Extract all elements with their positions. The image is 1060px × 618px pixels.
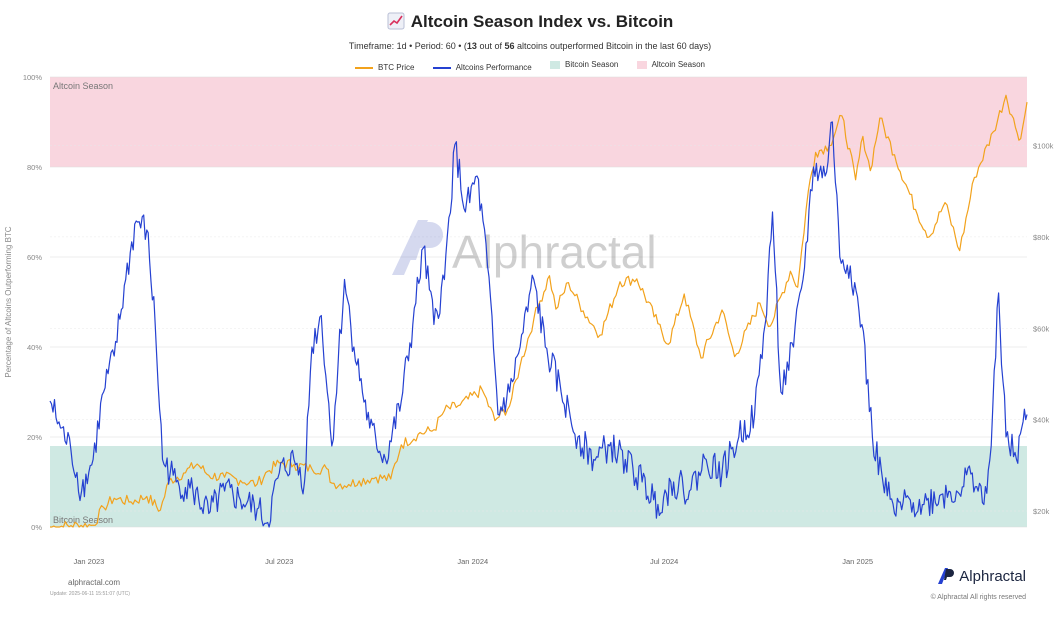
y-tick-left: 20% [27,433,42,442]
y-tick-left: 0% [31,523,42,532]
y-tick-left: 100% [23,73,43,82]
legend-swatch-btc [355,66,374,69]
y-tick-left: 80% [27,163,42,172]
watermark-text: Alphractal [452,226,657,278]
chart-title-text: Altcoin Season Index vs. Bitcoin [410,12,674,31]
footer-rights: © Alphractal All rights reserved [930,594,1026,601]
brand-name: Alphractal [959,567,1026,585]
band-label-altcoin-season: Altcoin Season [53,81,113,91]
subtitle-mid: out of [476,41,505,51]
band-altcoin-season [50,77,1027,167]
legend-item-btc-price[interactable]: BTC Price [355,63,414,72]
x-tick: Jan 2024 [457,557,488,566]
y-tick-left: 40% [27,343,42,352]
legend-label-bitcoin-season: Bitcoin Season [564,60,619,69]
legend-label-btc: BTC Price [378,63,415,72]
subtitle-total: 56 [504,41,515,51]
x-tick: Jan 2025 [842,557,873,566]
watermark-logo-shape [409,222,443,260]
chart-emoji-icon [387,12,405,30]
band-bitcoin-season [50,446,1027,527]
brand-logo: Alphractal [936,566,1026,586]
footer-update-time: Update: 2025-06-11 15:51:07 (UTC) [50,591,130,597]
footer-site[interactable]: alphractal.com [68,578,121,587]
subtitle-count: 13 [466,41,477,51]
series-line-btc-price [50,94,1028,528]
legend-swatch-alt [432,66,451,69]
chart-legend: BTC Price Altcoins Performance Bitcoin S… [0,60,1060,72]
subtitle-suffix: altcoins outperformed Bitcoin in the las… [514,41,712,51]
legend-item-bitcoin-season[interactable]: Bitcoin Season [549,60,619,69]
subtitle-prefix: Timeframe: 1d • Period: 60 • ( [348,41,467,51]
legend-label-altcoin-season: Altcoin Season [651,60,705,69]
band-label-bitcoin-season: Bitcoin Season [53,515,113,525]
series-line-altcoins-performance [49,121,1028,528]
x-tick: Jan 2023 [73,557,104,566]
watermark-logo-icon [392,220,428,275]
legend-label-alt: Altcoins Performance [455,63,532,72]
legend-item-altcoins-performance[interactable]: Altcoins Performance [432,63,532,72]
x-tick: Jul 2024 [650,557,678,566]
chart-title: Altcoin Season Index vs. Bitcoin [0,12,1060,32]
x-tick: Jul 2023 [265,557,293,566]
y-tick-right: $20k [1033,507,1050,516]
y-tick-right: $80k [1033,233,1050,242]
legend-swatch-altcoin-season [636,60,647,69]
y-tick-right: $100k [1033,142,1054,151]
legend-swatch-bitcoin-season [549,60,560,69]
chart-subtitle: Timeframe: 1d • Period: 60 • (13 out of … [0,41,1060,51]
legend-item-altcoin-season[interactable]: Altcoin Season [636,60,705,69]
y-tick-left: 60% [27,253,42,262]
y-tick-right: $60k [1033,324,1050,333]
watermark-group: Alphractal [392,220,657,278]
y-axis-label: Percentage of Altcoins Outperforming BTC [4,226,13,377]
alphractal-logo-icon [938,568,955,584]
y-tick-right: $40k [1033,416,1050,425]
